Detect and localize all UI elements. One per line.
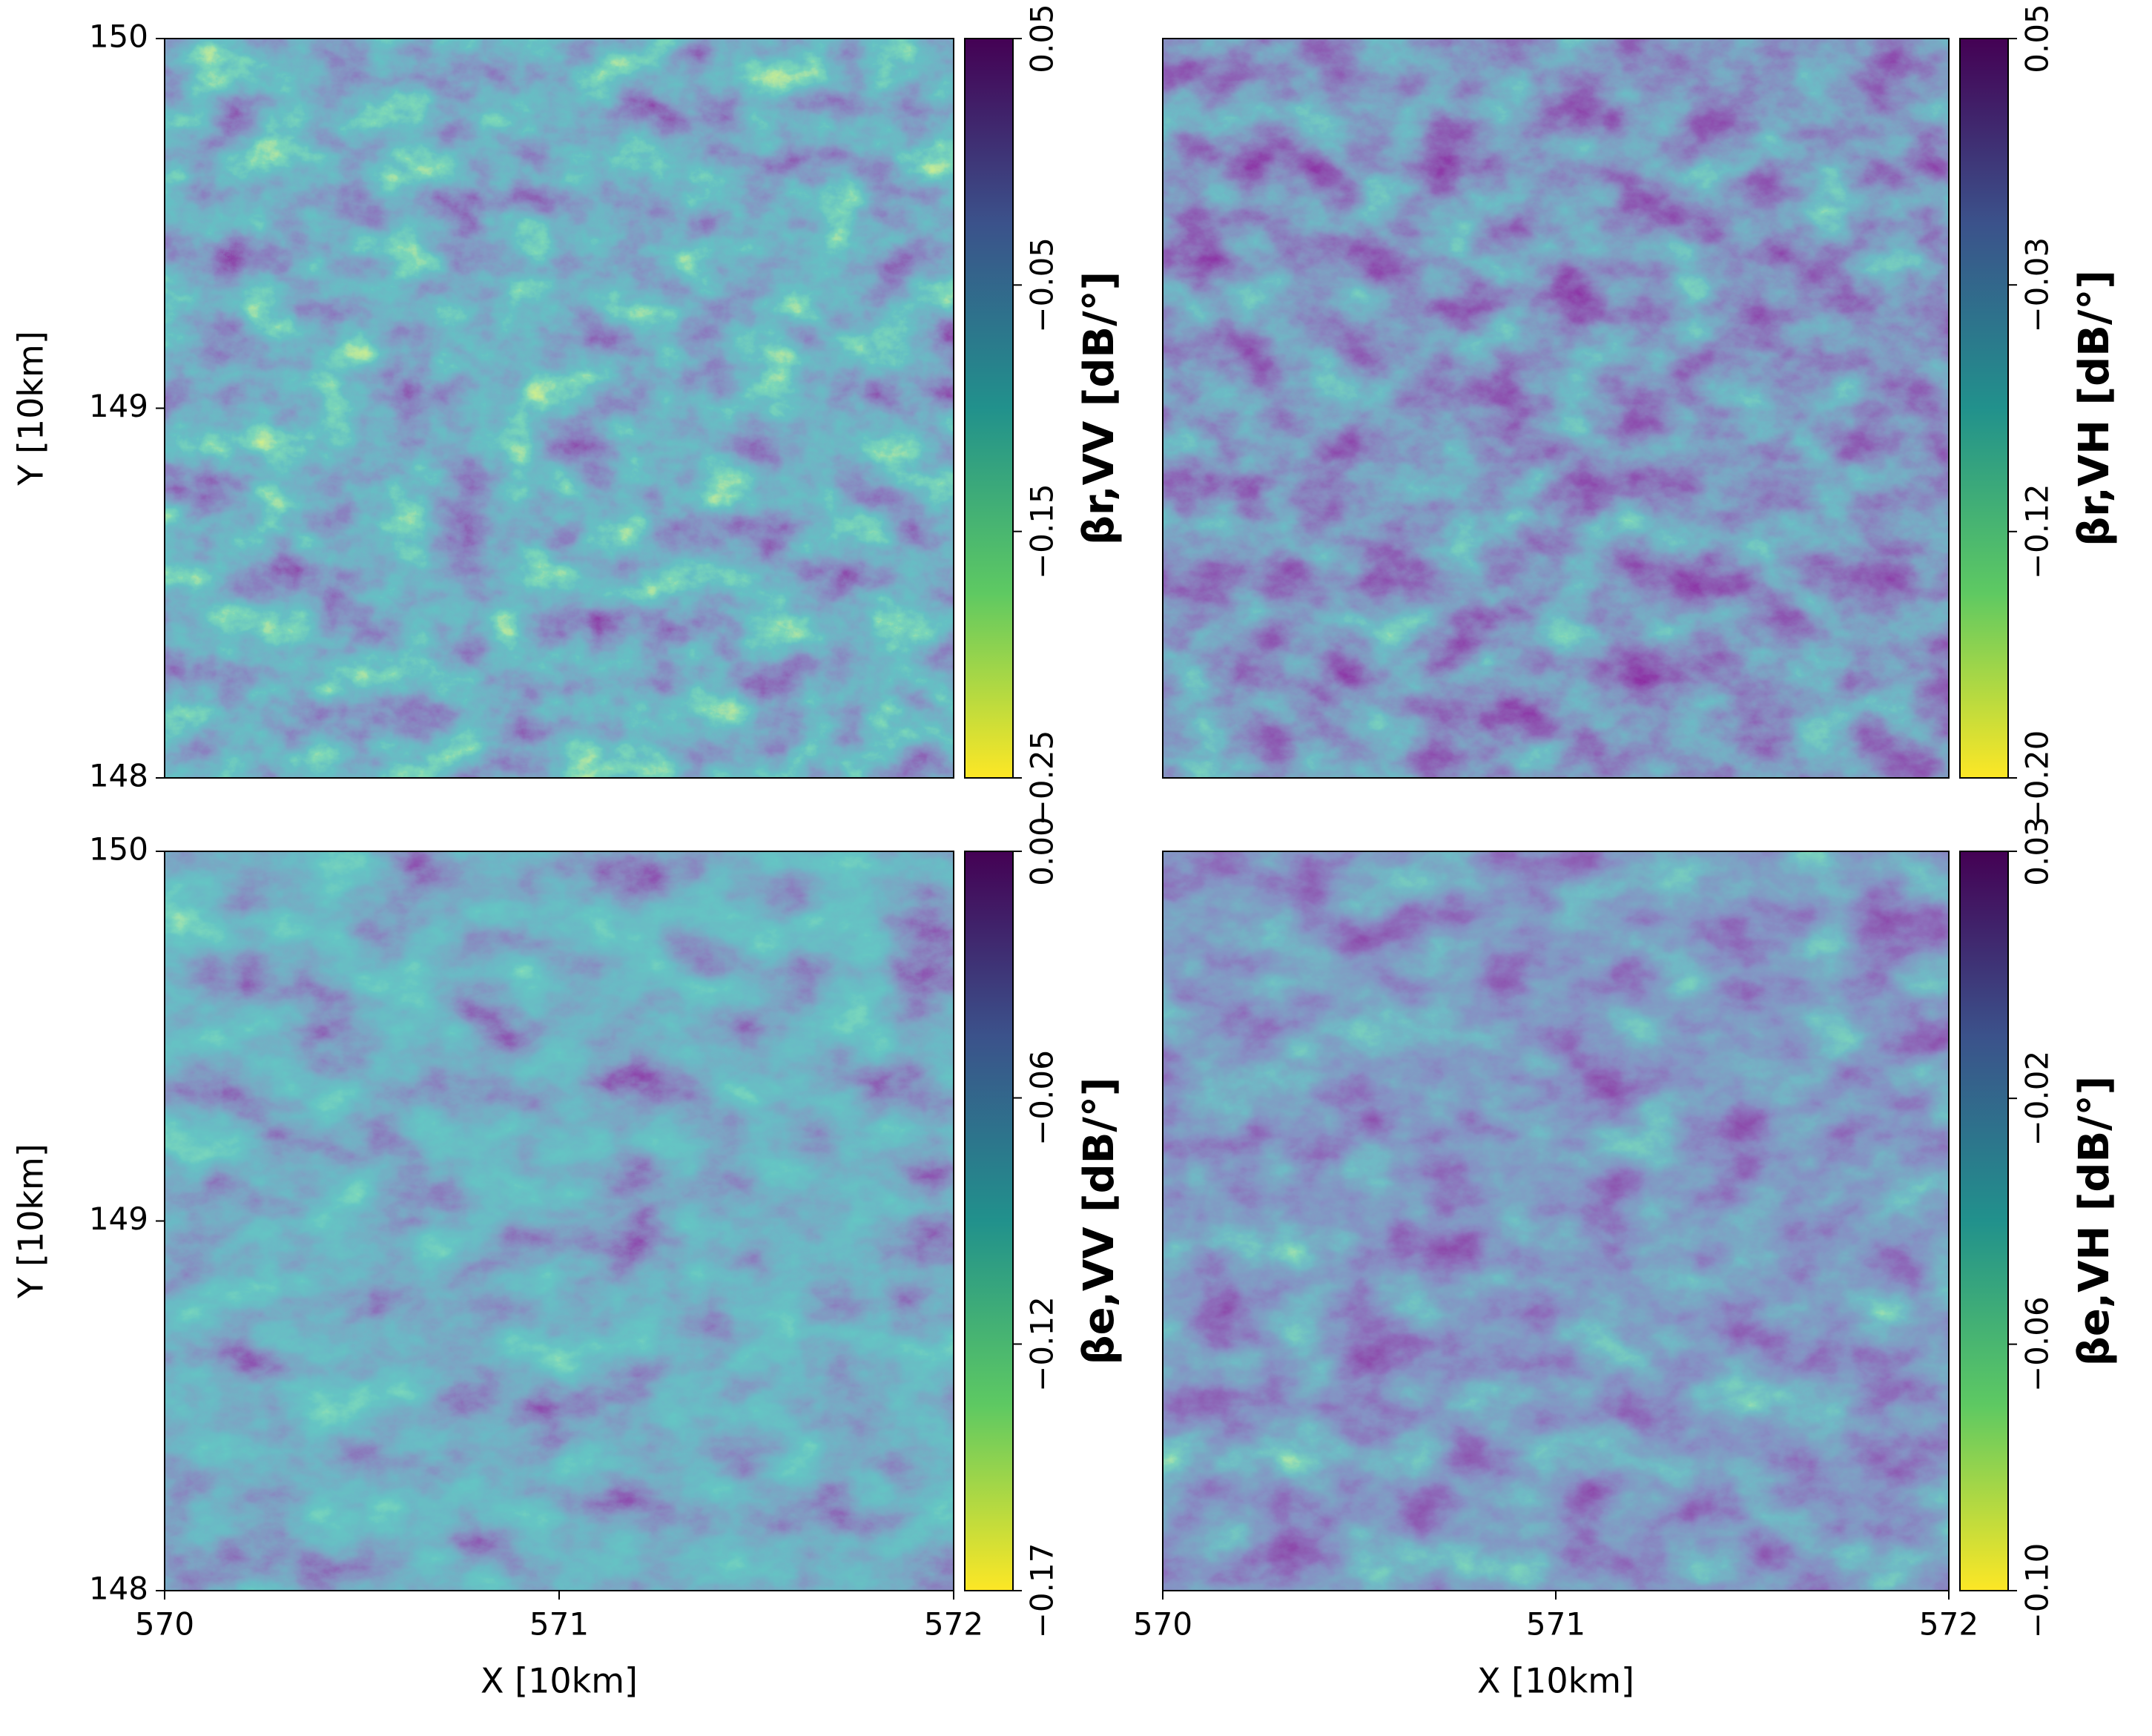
colorbar-tick-label: −0.12 xyxy=(2019,483,2056,579)
raster-image xyxy=(1163,851,1949,1591)
x-tick-label: 571 xyxy=(529,1606,589,1643)
y-tick-label: 150 xyxy=(89,19,148,55)
colorbar-label: βr,VV [dB/°] xyxy=(1075,271,1123,545)
x-tick-label: 570 xyxy=(1133,1606,1192,1643)
colorbar-tick-label: −0.17 xyxy=(1024,1543,1060,1639)
x-tick-label: 570 xyxy=(135,1606,194,1643)
colorbar xyxy=(1959,851,2009,1591)
colorbar-label: βr,VH [dB/°] xyxy=(2070,270,2119,547)
colorbar-label: βe,VV [dB/°] xyxy=(1075,1077,1123,1365)
raster-image xyxy=(165,39,954,778)
x-tick-label: 572 xyxy=(1919,1606,1978,1643)
colorbar-tick-label: −0.12 xyxy=(1024,1296,1060,1392)
x-tick-label: 571 xyxy=(1526,1606,1585,1643)
plot-frame xyxy=(1162,38,1950,779)
y-tick-label: 150 xyxy=(89,831,148,868)
x-tick-label: 572 xyxy=(924,1606,983,1643)
colorbar-label: βe,VH [dB/°] xyxy=(2070,1076,2119,1366)
colorbar-tick-label: −0.06 xyxy=(2019,1296,2056,1392)
colorbar-tick-label: 0.05 xyxy=(1024,4,1060,73)
colorbar xyxy=(1959,38,2009,779)
colorbar-tick-label: −0.10 xyxy=(2019,1543,2056,1639)
colorbar xyxy=(964,851,1014,1591)
y-tick-label: 149 xyxy=(89,388,148,424)
colorbar-tick-label: 0.05 xyxy=(2019,4,2056,73)
colorbar-tick-label: −0.06 xyxy=(1024,1050,1060,1146)
y-tick-label: 148 xyxy=(89,1571,148,1607)
y-axis-label: Y [10km] xyxy=(11,1143,51,1299)
colorbar-tick-label: −0.15 xyxy=(1024,483,1060,579)
raster-image xyxy=(1163,39,1949,778)
x-axis-label: X [10km] xyxy=(1477,1661,1634,1701)
y-tick-label: 149 xyxy=(89,1201,148,1237)
colorbar-tick-label: −0.02 xyxy=(2019,1051,2056,1146)
colorbar-tick-label: −0.20 xyxy=(2019,730,2056,826)
colorbar-tick-label: −0.25 xyxy=(1024,730,1060,826)
y-axis-label: Y [10km] xyxy=(11,331,51,486)
raster-image xyxy=(165,851,954,1591)
colorbar-tick-label: 0.03 xyxy=(2019,816,2056,886)
colorbar xyxy=(964,38,1014,779)
y-tick-label: 148 xyxy=(89,758,148,794)
x-axis-label: X [10km] xyxy=(481,1661,638,1701)
colorbar-tick-label: 0.00 xyxy=(1024,816,1060,886)
colorbar-tick-label: −0.03 xyxy=(2019,237,2056,333)
colorbar-tick-label: −0.05 xyxy=(1024,237,1060,333)
